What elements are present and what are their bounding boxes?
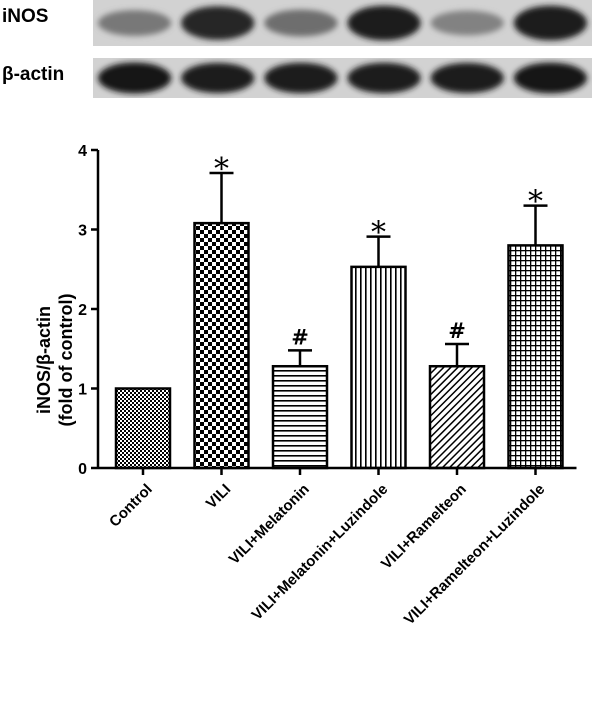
significance-marker: # [291, 324, 309, 349]
blot-inos-band [513, 5, 588, 41]
blot-actin-band [97, 62, 172, 94]
blot-strip-inos [93, 0, 592, 46]
x-tick-label: VILI [203, 481, 234, 512]
blot-label-inos: iNOS [2, 6, 49, 27]
blot-inos-band [264, 9, 338, 37]
x-axis: Control VILIVILI+MelatoninVILI+Melatonin+… [98, 466, 577, 629]
blot-inos-band [347, 5, 421, 41]
blot-actin-band [181, 62, 255, 94]
significance-marker: * [371, 216, 386, 251]
x-tick-label: VILI+Melatonin+Luzindole [248, 481, 391, 624]
bar [428, 364, 486, 470]
bar [271, 364, 329, 470]
y-tick-label: 0 [78, 461, 87, 478]
x-tick-label: VILI+Ramelteon+Luzindole [401, 481, 549, 629]
y-tick-label: 4 [78, 143, 87, 160]
y-axis: 0 1 2 3 4 [78, 143, 100, 478]
blot-actin-background [93, 58, 592, 98]
y-axis-label-line1: iNOS/β-actin [34, 306, 54, 414]
y-tick-label: 3 [78, 223, 87, 240]
bars: * # * # * [114, 152, 564, 470]
blot-actin-band [430, 62, 504, 94]
blot-inos-background [93, 0, 592, 46]
x-tick-label: VILI+Melatonin [226, 481, 313, 568]
x-tick-label: Control [106, 481, 156, 531]
blot-actin-band [347, 62, 421, 94]
x-tick-label: VILI+Ramelteon [378, 481, 470, 573]
blot-inos-band [181, 6, 255, 40]
bar [114, 387, 172, 470]
western-blot-panel: iNOS β-actin [0, 0, 597, 110]
bar [350, 265, 407, 470]
blot-inos-band [430, 10, 504, 36]
blot-label-beta-actin: β-actin [2, 64, 65, 85]
significance-marker: # [448, 318, 466, 343]
y-tick-label: 2 [78, 302, 87, 319]
blot-actin-band [513, 62, 588, 94]
significance-marker: * [528, 185, 543, 220]
bar [507, 244, 564, 470]
bar [193, 221, 250, 470]
y-axis-label-line2: (fold of control) [56, 294, 76, 427]
significance-marker: * [214, 152, 229, 187]
y-tick-label: 1 [78, 382, 87, 399]
blot-actin-band [264, 62, 338, 94]
blot-strip-beta-actin [93, 58, 592, 98]
blot-inos-band [97, 10, 172, 36]
